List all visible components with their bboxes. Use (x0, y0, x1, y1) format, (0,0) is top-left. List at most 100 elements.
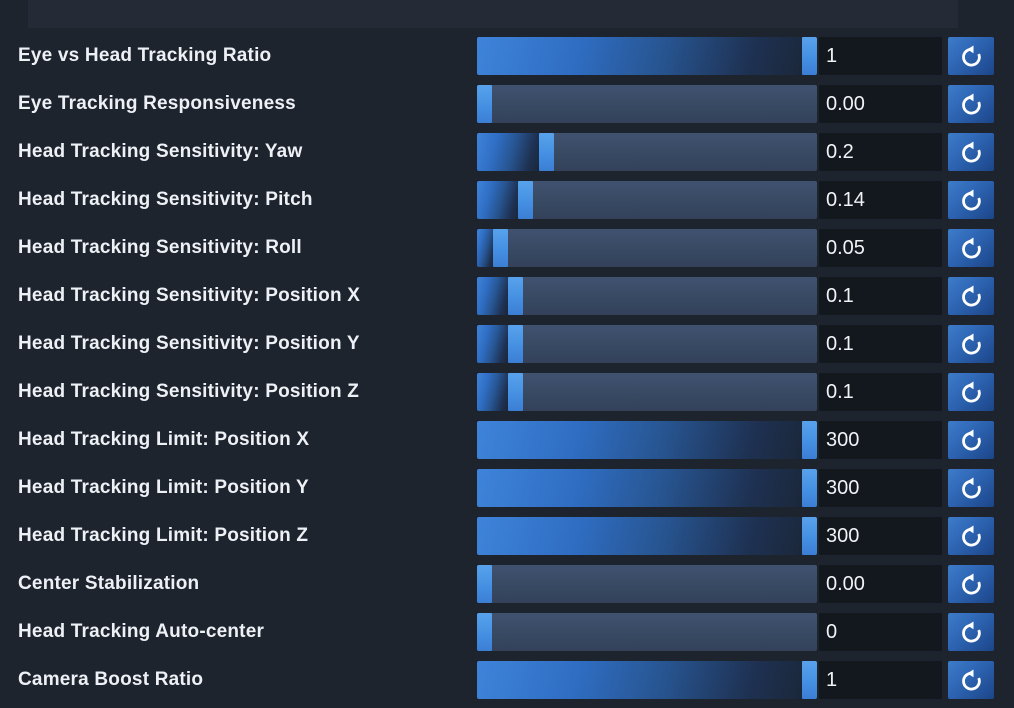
value-input[interactable]: 0.00 (819, 565, 942, 603)
setting-row: Head Tracking Auto-center 0 (0, 613, 1014, 651)
value-input[interactable]: 300 (819, 517, 942, 555)
slider-track[interactable] (477, 229, 817, 267)
value-input[interactable]: 1 (819, 661, 942, 699)
setting-row: Head Tracking Sensitivity: Position Z 0.… (0, 373, 1014, 411)
setting-label: Head Tracking Limit: Position Y (18, 477, 309, 498)
setting-label: Head Tracking Auto-center (18, 621, 265, 642)
slider-fill (477, 277, 510, 315)
slider-track[interactable] (477, 469, 817, 507)
setting-row: Head Tracking Sensitivity: Position X 0.… (0, 277, 1014, 315)
setting-row: Head Tracking Sensitivity: Pitch 0.14 (0, 181, 1014, 219)
reset-button[interactable] (948, 565, 994, 603)
reset-button[interactable] (948, 277, 994, 315)
slider-handle[interactable] (507, 277, 523, 315)
slider-track[interactable] (477, 421, 817, 459)
reset-button[interactable] (948, 85, 994, 123)
reset-button[interactable] (948, 325, 994, 363)
slider-handle[interactable] (507, 373, 523, 411)
slider-track[interactable] (477, 517, 817, 555)
reset-button[interactable] (948, 517, 994, 555)
slider-track[interactable] (477, 37, 817, 75)
slider-track[interactable] (477, 661, 817, 699)
slider-handle[interactable] (802, 661, 817, 699)
slider-handle[interactable] (477, 613, 492, 651)
slider-fill (477, 181, 520, 219)
slider-track[interactable] (477, 181, 817, 219)
reset-button[interactable] (948, 421, 994, 459)
reset-button[interactable] (948, 37, 994, 75)
setting-label: Head Tracking Sensitivity: Position Y (18, 333, 360, 354)
setting-label: Camera Boost Ratio (18, 669, 204, 690)
reset-button[interactable] (948, 661, 994, 699)
slider-handle[interactable] (802, 421, 817, 459)
slider-track[interactable] (477, 277, 817, 315)
reset-circular-arrow-icon (962, 285, 981, 307)
setting-label: Head Tracking Limit: Position Z (18, 525, 309, 546)
setting-row: Center Stabilization 0.00 (0, 565, 1014, 603)
reset-circular-arrow-icon (962, 93, 981, 115)
slider-fill (477, 133, 542, 171)
reset-button[interactable] (948, 613, 994, 651)
slider-handle[interactable] (477, 565, 492, 603)
value-input[interactable]: 300 (819, 421, 942, 459)
slider-fill (477, 325, 510, 363)
value-input[interactable]: 1 (819, 37, 942, 75)
slider-handle[interactable] (802, 517, 817, 555)
value-input[interactable]: 0.1 (819, 325, 942, 363)
slider-handle[interactable] (802, 469, 817, 507)
slider-fill (477, 421, 817, 459)
value-input[interactable]: 0.05 (819, 229, 942, 267)
settings-list: Eye vs Head Tracking Ratio 1 Eye Trackin… (0, 37, 1014, 708)
reset-circular-arrow-icon (962, 333, 981, 355)
previous-row-remnant (28, 0, 958, 28)
setting-label: Head Tracking Sensitivity: Pitch (18, 189, 313, 210)
value-input[interactable]: 0.2 (819, 133, 942, 171)
slider-handle[interactable] (802, 37, 817, 75)
slider-track[interactable] (477, 373, 817, 411)
reset-button[interactable] (948, 133, 994, 171)
value-input[interactable]: 0.00 (819, 85, 942, 123)
value-input[interactable]: 0.14 (819, 181, 942, 219)
value-input[interactable]: 0.1 (819, 373, 942, 411)
setting-row: Head Tracking Limit: Position Y 300 (0, 469, 1014, 507)
setting-row: Head Tracking Sensitivity: Roll 0.05 (0, 229, 1014, 267)
slider-track[interactable] (477, 85, 817, 123)
reset-circular-arrow-icon (962, 45, 981, 67)
reset-circular-arrow-icon (962, 429, 981, 451)
reset-circular-arrow-icon (962, 669, 981, 691)
reset-circular-arrow-icon (962, 381, 981, 403)
reset-circular-arrow-icon (962, 189, 981, 211)
slider-handle[interactable] (538, 133, 554, 171)
slider-track[interactable] (477, 613, 817, 651)
setting-label: Head Tracking Sensitivity: Position Z (18, 381, 360, 402)
slider-handle[interactable] (493, 229, 509, 267)
value-input[interactable]: 300 (819, 469, 942, 507)
reset-button[interactable] (948, 181, 994, 219)
reset-circular-arrow-icon (962, 621, 981, 643)
reset-button[interactable] (948, 373, 994, 411)
value-input[interactable]: 0.1 (819, 277, 942, 315)
reset-circular-arrow-icon (962, 573, 981, 595)
setting-row: Eye vs Head Tracking Ratio 1 (0, 37, 1014, 75)
slider-fill (477, 373, 510, 411)
slider-handle[interactable] (477, 85, 492, 123)
slider-track[interactable] (477, 565, 817, 603)
setting-row: Head Tracking Limit: Position Z 300 (0, 517, 1014, 555)
value-input[interactable]: 0 (819, 613, 942, 651)
slider-handle[interactable] (507, 325, 523, 363)
setting-label: Head Tracking Limit: Position X (18, 429, 310, 450)
reset-circular-arrow-icon (962, 525, 981, 547)
slider-track[interactable] (477, 133, 817, 171)
reset-circular-arrow-icon (962, 141, 981, 163)
reset-button[interactable] (948, 229, 994, 267)
slider-handle[interactable] (517, 181, 533, 219)
slider-fill (477, 517, 817, 555)
slider-fill (477, 229, 494, 267)
setting-row: Camera Boost Ratio 1 (0, 661, 1014, 699)
setting-row: Head Tracking Limit: Position X 300 (0, 421, 1014, 459)
reset-button[interactable] (948, 469, 994, 507)
slider-fill (477, 661, 817, 699)
setting-row: Head Tracking Sensitivity: Position Y 0.… (0, 325, 1014, 363)
slider-track[interactable] (477, 325, 817, 363)
